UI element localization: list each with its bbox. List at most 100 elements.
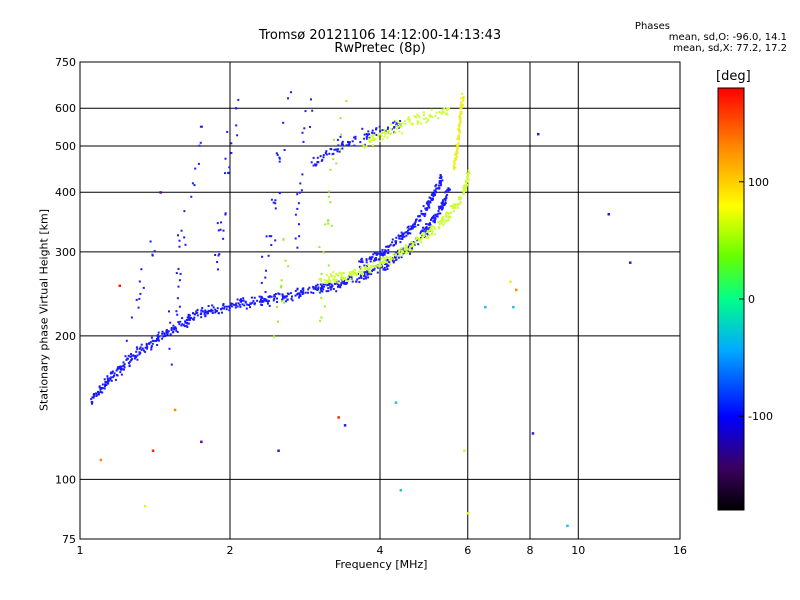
- data-point: [351, 140, 354, 143]
- data-point: [379, 130, 382, 133]
- data-point: [130, 353, 132, 355]
- data-point: [460, 103, 463, 106]
- data-point: [239, 299, 242, 302]
- data-point: [432, 198, 434, 201]
- data-point: [302, 292, 305, 295]
- data-point: [412, 241, 415, 244]
- data-point: [328, 279, 331, 282]
- data-point: [420, 122, 423, 125]
- data-point: [139, 346, 142, 349]
- data-point: [312, 286, 315, 289]
- data-point: [240, 299, 243, 302]
- data-point: [310, 161, 313, 164]
- data-point: [196, 308, 199, 311]
- data-point: [327, 290, 330, 293]
- data-point: [182, 324, 185, 327]
- data-point: [248, 304, 250, 306]
- data-point: [90, 398, 93, 401]
- data-point: [331, 284, 334, 287]
- data-point: [400, 248, 403, 251]
- data-point: [371, 144, 374, 147]
- data-point: [371, 129, 374, 132]
- data-point: [280, 279, 283, 282]
- data-point: [99, 388, 102, 391]
- data-point: [420, 212, 423, 215]
- data-point: [199, 313, 202, 315]
- data-point: [361, 270, 364, 273]
- data-point: [407, 116, 410, 119]
- data-point: [197, 162, 200, 165]
- data-point: [341, 140, 344, 143]
- data-point: [382, 268, 385, 271]
- data-point: [95, 392, 98, 395]
- data-point: [270, 295, 273, 298]
- data-point: [403, 248, 406, 251]
- data-point: [210, 308, 213, 311]
- data-point: [274, 295, 276, 298]
- data-point: [408, 118, 411, 121]
- data-point: [308, 286, 311, 289]
- data-point: [390, 256, 393, 259]
- data-point: [281, 298, 284, 301]
- data-point: [420, 241, 423, 244]
- data-point: [386, 264, 389, 267]
- data-point: [440, 217, 443, 220]
- data-point: [380, 135, 383, 138]
- data-point: [360, 274, 363, 277]
- data-point: [422, 205, 425, 208]
- data-point: [266, 300, 269, 303]
- data-point: [104, 385, 106, 388]
- data-point: [264, 291, 267, 293]
- data-point: [454, 166, 457, 169]
- data-point: [411, 247, 413, 250]
- data-point: [351, 280, 354, 283]
- data-point: [379, 251, 382, 254]
- data-point: [353, 272, 355, 275]
- data-point: [348, 141, 351, 144]
- data-point: [323, 278, 326, 281]
- data-point: [327, 264, 330, 267]
- data-point: [455, 151, 458, 154]
- data-point: [216, 307, 219, 310]
- data-point: [445, 195, 448, 198]
- data-point: [373, 132, 376, 135]
- data-point: [458, 138, 461, 141]
- data-point: [373, 268, 376, 271]
- data-point: [378, 260, 381, 263]
- scatter-point: [143, 504, 147, 508]
- data-point: [231, 305, 234, 308]
- data-point: [137, 306, 140, 309]
- data-point: [315, 284, 318, 287]
- colorbar-unit-label: [deg]: [716, 69, 751, 84]
- data-point: [445, 190, 448, 193]
- data-point: [403, 235, 406, 238]
- data-point: [302, 140, 305, 143]
- data-point: [430, 218, 433, 221]
- data-point: [365, 135, 368, 138]
- data-point: [194, 167, 197, 170]
- data-point: [327, 219, 330, 222]
- data-point: [381, 262, 384, 265]
- data-point: [460, 110, 463, 113]
- data-point: [122, 368, 124, 371]
- scatter-point: [394, 401, 398, 404]
- data-point: [367, 276, 370, 279]
- data-point: [418, 116, 421, 119]
- data-point: [327, 283, 330, 286]
- data-point: [123, 363, 126, 366]
- data-point: [181, 323, 184, 326]
- y-tick-label: 400: [55, 186, 76, 199]
- data-point: [366, 273, 369, 276]
- data-point: [178, 279, 181, 282]
- data-point: [283, 301, 286, 304]
- data-point: [363, 137, 366, 140]
- data-point: [412, 244, 415, 247]
- data-point: [320, 288, 322, 291]
- data-point: [192, 312, 194, 315]
- data-point: [299, 182, 302, 185]
- data-point: [427, 119, 430, 122]
- data-point: [265, 235, 268, 238]
- data-point: [408, 243, 411, 246]
- data-point: [275, 152, 278, 155]
- data-point: [116, 374, 119, 377]
